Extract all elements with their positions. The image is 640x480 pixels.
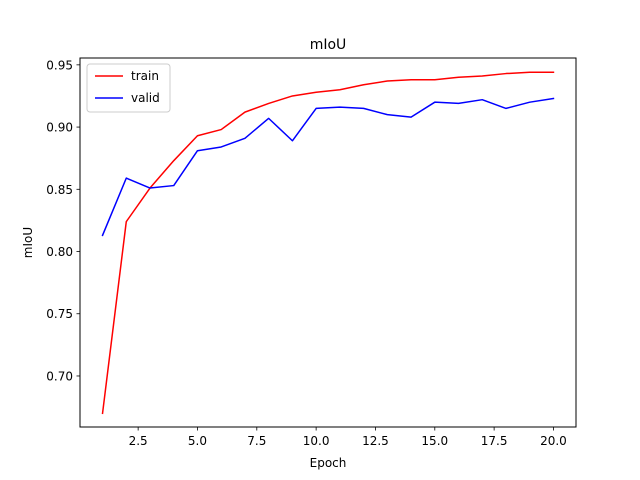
y-tick-label: 0.80 [46,245,73,259]
y-tick-label: 0.90 [46,121,73,135]
series-line-train [101,71,555,415]
y-axis-ticks: 0.70 0.75 0.80 0.85 0.90 0.95 [46,58,80,383]
x-tick-label: 12.5 [362,434,389,448]
x-tick-label: 7.5 [247,434,266,448]
x-axis-ticks: 2.5 5.0 7.5 10.0 12.5 15.0 17.5 20.0 [129,427,567,448]
legend: train valid [86,63,171,113]
x-tick-label: 15.0 [421,434,448,448]
plot-frame [79,57,577,428]
y-tick-label: 0.85 [46,183,73,197]
x-tick-label: 5.0 [188,434,207,448]
y-tick-label: 0.75 [46,307,73,321]
x-tick-label: 10.0 [303,434,330,448]
chart-title: mIoU [310,37,347,53]
y-axis-label: mIoU [21,227,35,258]
legend-label-valid: valid [131,91,160,105]
y-tick-label: 0.95 [46,58,73,72]
x-tick-label: 17.5 [481,434,508,448]
x-tick-label: 2.5 [129,434,148,448]
x-tick-label: 20.0 [540,434,567,448]
x-axis-label: Epoch [310,456,347,470]
series-lines [101,71,555,415]
legend-label-train: train [131,69,159,83]
series-line-valid [101,97,555,237]
y-tick-label: 0.70 [46,369,73,383]
